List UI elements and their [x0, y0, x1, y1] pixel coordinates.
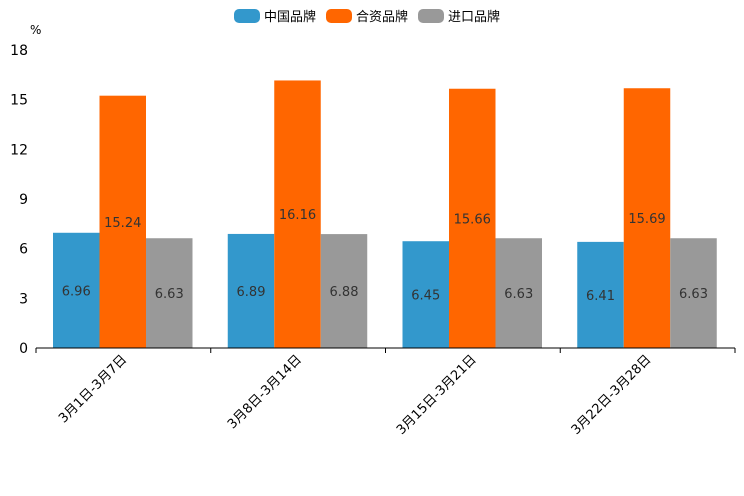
legend-swatch-2[interactable]	[326, 9, 352, 23]
bar-value-label-3-1: 6.63	[155, 287, 184, 302]
bar-value-label-1-4: 6.41	[586, 289, 615, 304]
x-category-label-3: 3月15日-3月21日	[394, 352, 480, 438]
bar-2-4	[623, 88, 671, 348]
bar-value-label-2-1: 15.24	[104, 216, 141, 231]
bar-1-1	[53, 232, 100, 348]
x-axis-ticks	[35, 348, 736, 353]
y-tick-label-6: 6	[19, 242, 28, 258]
bar-1-2	[227, 233, 275, 348]
x-category-label-1: 3月1日-3月7日	[56, 352, 130, 426]
bar-value-label-3-3: 6.63	[504, 287, 533, 302]
bar-value-label-2-3: 15.66	[454, 212, 491, 227]
legend-label-3[interactable]: 进口品牌	[448, 9, 500, 25]
y-tick-label-12: 12	[10, 142, 28, 158]
y-axis-ticks: 0 3 6 9 12 15 18	[10, 43, 28, 357]
bar-2-2	[274, 80, 321, 348]
y-tick-label-18: 18	[10, 43, 28, 59]
bar-labels: 6.96 15.24 6.63 6.89 16.16 6.88 6.45 15.66 6.63 6…	[62, 208, 708, 304]
x-category-label-4: 3月22日-3月28日	[569, 352, 655, 438]
y-axis-unit: %	[30, 23, 41, 37]
y-tick-label-15: 15	[10, 93, 28, 109]
legend: 中国品牌 合资品牌 进口品牌	[234, 9, 500, 25]
y-tick-label-0: 0	[19, 341, 28, 357]
legend-label-1[interactable]: 中国品牌	[264, 9, 316, 25]
bar-value-label-3-2: 6.88	[330, 285, 359, 300]
bars	[53, 80, 717, 349]
bar-1-4	[577, 241, 624, 348]
x-axis-labels: 3月1日-3月7日 3月8日-3月14日 3月15日-3月21日 3月22日-3月28…	[56, 352, 654, 438]
y-tick-label-3: 3	[19, 291, 28, 307]
bar-value-label-1-3: 6.45	[411, 289, 440, 304]
bar-value-label-3-4: 6.63	[679, 287, 708, 302]
legend-swatch-1[interactable]	[234, 9, 260, 23]
bar-3-3	[495, 238, 542, 348]
bar-value-label-1-1: 6.96	[62, 284, 91, 299]
legend-label-2[interactable]: 合资品牌	[356, 9, 408, 25]
bar-3-2	[320, 234, 368, 348]
bar-3-4	[670, 238, 717, 348]
bar-2-3	[449, 88, 496, 349]
bar-value-label-2-4: 15.69	[628, 212, 665, 227]
x-category-label-2: 3月8日-3月14日	[225, 352, 305, 432]
bar-3-1	[146, 238, 193, 348]
legend-swatch-3[interactable]	[418, 9, 444, 23]
bar-value-label-2-2: 16.16	[279, 208, 316, 223]
bar-value-label-1-2: 6.89	[237, 285, 266, 300]
bar-1-3	[402, 241, 449, 348]
y-tick-label-9: 9	[19, 192, 28, 208]
bar-2-1	[99, 95, 146, 349]
